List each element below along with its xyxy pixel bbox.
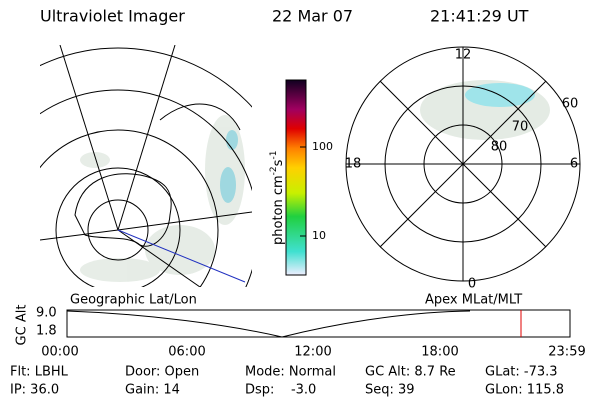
time: 21:41:29 UT [430, 7, 529, 26]
y-tick: 9.0 [36, 306, 57, 321]
mlt-label: 0 [468, 277, 476, 292]
mlt-label: 6 [570, 157, 578, 172]
y-tick: 1.8 [36, 324, 57, 339]
x-tick: 18:00 [421, 345, 458, 360]
unit: photon cm [271, 175, 286, 245]
footer-field: Gain: 14 [125, 383, 180, 398]
footer-field: Seq: 39 [365, 383, 415, 398]
colorbar-tick: 10 [312, 229, 326, 242]
footer-field: Door: Open [125, 365, 199, 380]
colorbar-tick: 100 [312, 140, 333, 153]
unit: s [271, 159, 286, 166]
x-tick: 23:59 [548, 345, 585, 360]
footer-field: GC Alt: 8.7 Re [365, 365, 456, 380]
footer-field: Flt: LBHL [10, 365, 69, 380]
colorbar-label: photon cm-2s-1 [269, 151, 286, 245]
timeline [66, 309, 571, 338]
footer-field: Dsp: -3.0 [245, 383, 316, 398]
geo-map [40, 45, 252, 287]
x-tick: 12:00 [294, 345, 331, 360]
x-tick: 06:00 [168, 345, 205, 360]
footer-field: IP: 36.0 [10, 383, 59, 398]
mlat-label: 70 [512, 120, 529, 135]
exp: -2 [269, 166, 279, 175]
mlt-label: 12 [455, 48, 472, 63]
footer: Flt: LBHL IP: 36.0 Door: Open Gain: 14 Mode:… [10, 365, 564, 398]
panel-label: Geographic Lat/Lon [70, 293, 197, 308]
colorbar [285, 79, 307, 276]
date: 22 Mar 07 [272, 7, 353, 26]
mlt-label: 18 [345, 157, 362, 172]
mlat-label: 80 [491, 140, 508, 155]
footer-field: GLat: -73.3 [485, 365, 558, 380]
x-tick: 00:00 [41, 345, 78, 360]
exp: -1 [269, 151, 279, 160]
footer-field: GLon: 115.8 [485, 383, 564, 398]
mlat-label: 60 [562, 97, 579, 112]
title: Ultraviolet Imager [40, 7, 185, 26]
y-label: GC Alt [15, 305, 30, 346]
panel-label: Apex MLat/MLT [425, 293, 522, 308]
footer-field: Mode: Normal [245, 365, 336, 380]
polar-plot: 12 18 6 0 60 70 80 [345, 46, 581, 292]
